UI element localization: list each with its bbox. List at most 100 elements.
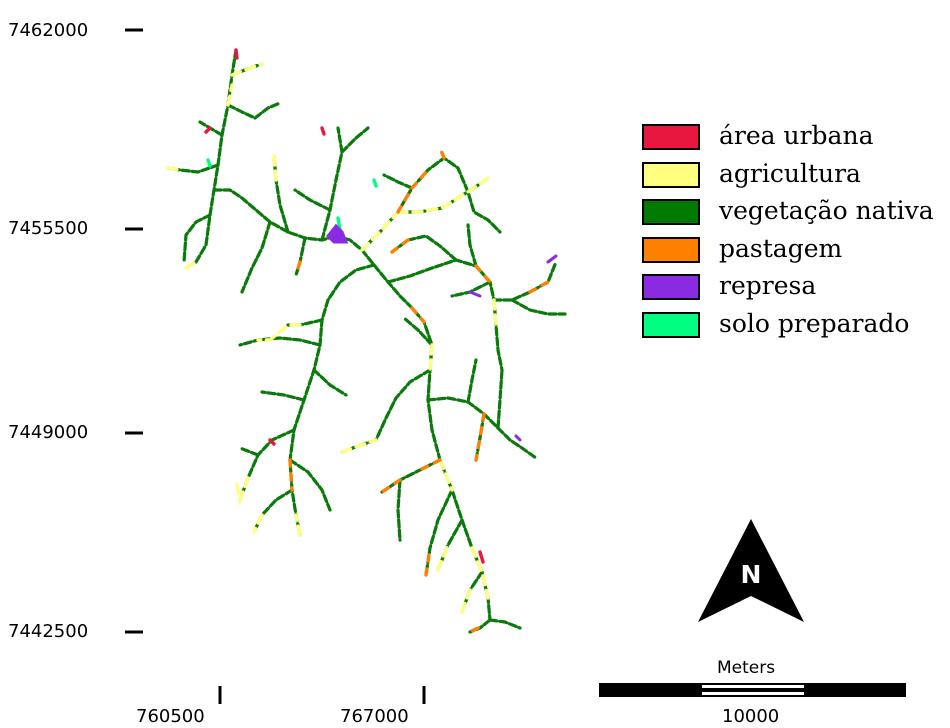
stream-lower-2 (288, 458, 332, 512)
agri-seg-14 (272, 153, 278, 182)
stream-ne-1 (360, 156, 502, 252)
urban-seg-5 (320, 126, 326, 136)
legend-swatch-agriculture (642, 161, 700, 188)
agri-seg-9 (438, 458, 454, 492)
stream-ne-5 (390, 234, 458, 262)
agri-seg-8 (252, 513, 264, 534)
scale-bar-segment-1 (600, 684, 702, 696)
stream-nw-10 (294, 236, 307, 277)
urban-segments (204, 48, 485, 564)
stream-rc-3 (426, 396, 500, 430)
agri-seg-7 (234, 476, 250, 507)
legend-label-native-vegetation: vegetação nativa (719, 196, 934, 225)
reservoir-patches (325, 223, 558, 442)
scale-bar-segment-3 (804, 684, 905, 696)
stream-nw-3 (226, 101, 282, 120)
scale-bar (599, 683, 906, 697)
stream-mid-3 (260, 390, 306, 402)
scale-bar-value: 10000 (722, 706, 780, 727)
north-arrow: N (698, 519, 804, 622)
pasture-seg-7 (380, 478, 402, 494)
pasture-seg-4 (474, 264, 492, 284)
reservoir-patch-4 (514, 434, 522, 442)
stream-nw-13 (293, 188, 332, 212)
legend-swatch-native-vegetation (642, 199, 700, 225)
pasture-seg-1 (396, 168, 430, 214)
stream-nw-1 (184, 48, 238, 270)
pasture-seg-5 (528, 280, 550, 294)
stream-nw-9 (272, 153, 290, 234)
agri-seg-12 (340, 438, 378, 454)
pasture-seg-13 (438, 146, 446, 160)
y-tick-label-4: 7442500 (8, 621, 89, 642)
stream-nw-8 (240, 220, 272, 294)
stream-lower-4 (238, 446, 260, 457)
agri-seg-17 (184, 260, 198, 270)
scale-bar-segment-2 (702, 688, 804, 692)
agri-seg-2 (226, 83, 234, 107)
stream-nw-12 (340, 126, 370, 154)
soil-seg-3 (206, 158, 212, 168)
stream-rc-5 (496, 368, 504, 430)
legend-swatch-prepared-soil (642, 311, 700, 338)
stream-mid-2 (312, 368, 348, 397)
x-tick-label-2: 767000 (340, 706, 409, 727)
x-tick-label-1: 760500 (136, 706, 205, 727)
prepared-soil-segments (206, 158, 378, 232)
stream-rc-11 (424, 488, 454, 577)
agri-seg-18 (166, 166, 182, 172)
agri-seg-5 (428, 343, 434, 372)
stream-lower-3 (252, 488, 294, 534)
agri-seg-15 (460, 588, 472, 614)
stream-network (166, 48, 567, 634)
scale-bar-title: Meters (717, 658, 776, 678)
urban-seg-2 (204, 126, 212, 134)
axis-ticks (125, 28, 426, 704)
urban-seg-4 (268, 438, 276, 446)
stream-rc-1 (402, 316, 434, 347)
stream-nw-7 (182, 213, 212, 264)
reservoir-patch-1 (325, 223, 349, 244)
legend-label-prepared-soil: solo preparado (719, 308, 910, 338)
reservoir-patch-3 (468, 290, 482, 298)
legend-swatch-pasture (642, 236, 700, 263)
agri-seg-4 (360, 210, 400, 252)
stream-ne-4 (386, 258, 504, 372)
north-arrow-icon (698, 519, 804, 622)
legend-label-reservoir: represa (719, 271, 817, 300)
urban-seg-1 (234, 48, 239, 60)
legend-swatch-reservoir (642, 274, 700, 300)
stream-rc-15 (488, 618, 522, 630)
stream-rc-8 (380, 458, 442, 494)
north-arrow-letter: N (741, 560, 762, 589)
reservoir-patch-2 (546, 254, 558, 264)
agri-seg-3 (396, 176, 490, 214)
agri-seg-11 (436, 543, 450, 572)
stream-ne-9 (466, 223, 478, 268)
stream-ne-3 (382, 173, 414, 190)
stream-rc-6 (474, 412, 486, 462)
agri-seg-6 (256, 323, 302, 342)
pasture-seg-8 (418, 458, 442, 472)
stream-nw-6 (212, 188, 338, 242)
agri-seg-10 (470, 546, 490, 600)
y-tick-label-1: 7462000 (8, 20, 89, 41)
legend-label-pasture: pastagem (719, 233, 843, 263)
stream-mid-1 (238, 336, 322, 347)
agri-seg-1 (230, 62, 264, 77)
stream-rc-4 (496, 426, 538, 460)
soil-seg-2 (372, 178, 378, 188)
y-tick-label-2: 7455500 (8, 218, 89, 239)
stream-lower-1 (238, 428, 296, 502)
pasture-segments (288, 146, 550, 634)
pasture-seg-9 (288, 458, 294, 492)
stream-rc-2 (374, 368, 432, 442)
stream-nw-11 (320, 126, 344, 242)
legend-label-urban: área urbana (719, 121, 874, 150)
pasture-seg-11 (468, 626, 480, 634)
legend-swatch-urban (642, 124, 700, 150)
pasture-seg-10 (424, 546, 432, 577)
pasture-seg-3 (294, 260, 302, 277)
stream-ne-8 (510, 298, 567, 316)
